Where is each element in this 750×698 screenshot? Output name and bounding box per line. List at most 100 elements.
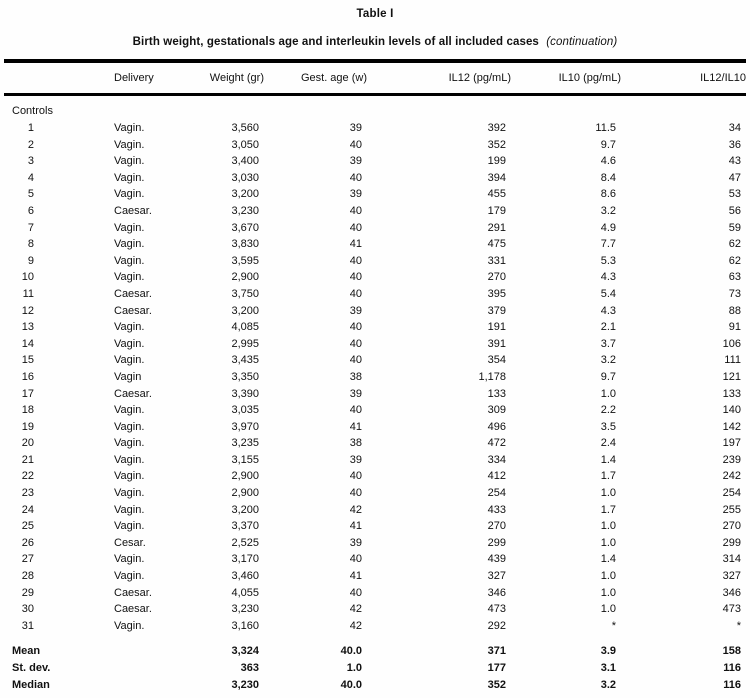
table-cell: Mean [12,645,41,658]
table-cell: 2.4 [600,437,616,450]
table-cell: 299 [722,536,741,549]
table-cell: 1,178 [478,370,506,383]
table-cell: 39 [349,188,362,201]
table-row: 21 Vagin. 3,155 39 334 1.4 239 [4,452,746,469]
table-cell: 133 [722,387,741,400]
table-cell: Vagin. [114,155,145,168]
table-cell: Vagin. [114,271,145,284]
table-cell: 363 [240,662,259,674]
table-cell: 1.0 [600,487,616,500]
table-cell: 3,230 [231,204,259,217]
table-cell: 1.0 [600,586,616,599]
table-subtitle-text: Birth weight, gestationals age and inter… [132,36,539,48]
table-cell: 43 [728,155,741,168]
table-cell: 394 [487,171,506,184]
table-cell: * [736,619,741,632]
table-cell [42,643,194,660]
column-header-blank [4,61,42,96]
column-header-gest-age: Gest. age (w) [264,61,367,96]
table-cell: 197 [722,437,741,450]
table-cell: 40 [349,171,362,184]
table-cell: 1 [27,122,34,134]
table-cell: Vagin. [114,553,145,566]
table-cell: 3,560 [231,122,259,134]
table-cell: 291 [487,221,506,234]
table-cell: Vagin. [114,188,145,201]
table-cell: 2.1 [600,321,616,334]
table-cell: Vagin [114,370,142,383]
table-row: 11 Caesar. 3,750 40 395 5.4 73 [4,286,746,303]
table-cell: 2,900 [231,271,259,284]
table-cell: 40 [349,337,362,350]
table-cell: 3,035 [231,404,259,417]
table-cell: 3,235 [231,437,259,450]
table-cell: 53 [728,188,741,201]
table-cell: 41 [349,570,362,583]
table-cell: 40.0 [340,645,362,658]
table-cell: Vagin. [114,487,145,500]
table-cell: 17 [21,387,34,400]
table-cell: 26 [21,536,34,549]
table-cell: Caesar. [114,204,152,217]
table-cell: 472 [487,437,506,450]
table-cell: 3,200 [231,304,259,317]
table-cell: 12 [21,304,34,317]
table-cell: 40 [349,221,362,234]
table-cell: Vagin. [114,453,145,466]
table-subtitle-note: (continuation) [546,36,618,48]
table-cell: 6 [27,204,34,217]
table-row: 25 Vagin. 3,370 41 270 1.0 270 [4,518,746,535]
table-cell: 5.4 [600,287,616,300]
table-cell: Median [12,678,50,691]
table-row: 16 Vagin 3,350 38 1,178 9.7 121 [4,369,746,386]
table-cell: 270 [487,271,506,284]
endpad-row [4,693,746,698]
summary-row: Mean 3,324 40.0 371 3.9 158 [4,643,746,660]
table-cell: 3,160 [231,619,259,632]
table-cell: 8.6 [600,188,616,201]
table-cell: 158 [722,645,741,658]
column-header-delivery: Delivery [42,61,194,96]
table-cell: 40 [349,138,362,151]
table-cell: Vagin. [114,254,145,267]
column-header-ratio: IL12/IL10 [621,61,746,96]
table-cell: 41 [349,420,362,433]
table-subtitle: Birth weight, gestationals age and inter… [0,36,750,48]
table-cell: 254 [487,487,506,500]
table-cell: 371 [487,645,506,658]
table-cell: 25 [21,520,34,533]
table-cell: 73 [728,287,741,300]
table-cell: 62 [728,254,741,267]
table-cell: 379 [487,304,506,317]
table-cell: 3,230 [231,603,259,616]
table-cell: Vagin. [114,619,145,632]
table-cell: 199 [487,155,506,168]
table-cell: Vagin. [114,321,145,334]
spacer-row [4,634,746,643]
table-row: 30 Caesar. 3,230 42 473 1.0 473 [4,601,746,618]
table-cell: 473 [722,603,741,616]
table-row: 20 Vagin. 3,235 38 472 2.4 197 [4,435,746,452]
table-row: 14 Vagin. 2,995 40 391 3.7 106 [4,336,746,353]
table-row: 7 Vagin. 3,670 40 291 4.9 59 [4,220,746,237]
table-cell: 3.5 [600,420,616,433]
table-cell: 34 [728,122,741,134]
table-cell: 140 [722,404,741,417]
table-cell: Caesar. [114,387,152,400]
table-cell: 40 [349,321,362,334]
table-cell: 40 [349,553,362,566]
table-cell: 4,055 [231,586,259,599]
table-cell: 3,230 [231,678,259,691]
table-cell: 106 [722,337,741,350]
table-cell: 116 [723,678,741,691]
table-cell: Caesar. [114,287,152,300]
table-cell: 56 [728,204,741,217]
table-cell: 42 [349,603,362,616]
table-cell: 3,400 [231,155,259,168]
section-label: Controls [12,105,53,118]
table-cell: 40 [349,470,362,483]
table-cell: 3,830 [231,238,259,251]
table-row: 12 Caesar. 3,200 39 379 4.3 88 [4,303,746,320]
table-cell: 22 [21,470,34,483]
